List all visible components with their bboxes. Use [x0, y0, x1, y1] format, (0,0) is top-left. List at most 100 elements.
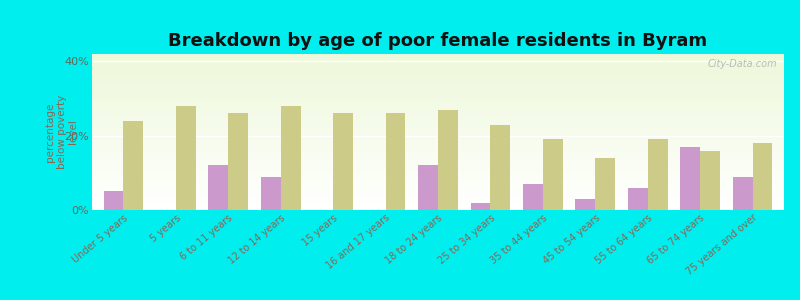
- Bar: [92, 153, 784, 155]
- Bar: [92, 56, 784, 58]
- Bar: [700, 151, 720, 210]
- Bar: [92, 146, 784, 148]
- Bar: [92, 58, 784, 60]
- Bar: [92, 114, 784, 116]
- Bar: [92, 159, 784, 161]
- Bar: [92, 83, 784, 85]
- Bar: [92, 79, 784, 81]
- Bar: [753, 143, 773, 210]
- Bar: [733, 177, 753, 210]
- Bar: [92, 150, 784, 152]
- Bar: [438, 110, 458, 210]
- Bar: [92, 111, 784, 112]
- Bar: [92, 190, 784, 193]
- Bar: [92, 85, 784, 87]
- Bar: [92, 194, 784, 196]
- Bar: [92, 198, 784, 200]
- Bar: [92, 128, 784, 130]
- Bar: [92, 101, 784, 103]
- Bar: [92, 206, 784, 208]
- Bar: [92, 130, 784, 132]
- Bar: [92, 106, 784, 109]
- Bar: [92, 71, 784, 74]
- Y-axis label: percentage
below poverty
level: percentage below poverty level: [45, 95, 78, 169]
- Bar: [92, 105, 784, 106]
- Bar: [92, 167, 784, 169]
- Bar: [92, 75, 784, 77]
- Bar: [92, 163, 784, 165]
- Bar: [333, 113, 353, 210]
- Bar: [92, 183, 784, 184]
- Bar: [92, 124, 784, 126]
- Bar: [92, 193, 784, 194]
- Bar: [490, 124, 510, 210]
- Bar: [92, 179, 784, 181]
- Bar: [92, 196, 784, 198]
- Bar: [92, 136, 784, 138]
- Bar: [103, 191, 123, 210]
- Bar: [123, 121, 143, 210]
- Bar: [92, 165, 784, 167]
- Bar: [92, 126, 784, 128]
- Bar: [92, 103, 784, 105]
- Bar: [92, 161, 784, 163]
- Bar: [92, 189, 784, 190]
- Bar: [92, 87, 784, 89]
- Bar: [680, 147, 700, 210]
- Bar: [92, 122, 784, 124]
- Bar: [92, 175, 784, 177]
- Bar: [92, 109, 784, 110]
- Bar: [92, 62, 784, 64]
- Bar: [92, 112, 784, 114]
- Bar: [628, 188, 648, 210]
- Bar: [92, 60, 784, 62]
- Bar: [92, 118, 784, 120]
- Bar: [92, 91, 784, 93]
- Bar: [92, 120, 784, 122]
- Bar: [575, 199, 595, 210]
- Bar: [92, 64, 784, 66]
- Bar: [92, 116, 784, 118]
- Bar: [92, 68, 784, 70]
- Bar: [92, 142, 784, 144]
- Bar: [92, 95, 784, 97]
- Bar: [281, 106, 301, 210]
- Bar: [92, 152, 784, 153]
- Bar: [386, 113, 406, 210]
- Bar: [92, 204, 784, 206]
- Bar: [92, 81, 784, 83]
- Bar: [92, 200, 784, 202]
- Bar: [92, 99, 784, 101]
- Bar: [261, 177, 281, 210]
- Bar: [92, 70, 784, 71]
- Bar: [92, 134, 784, 136]
- Bar: [92, 184, 784, 187]
- Bar: [523, 184, 543, 210]
- Bar: [418, 165, 438, 210]
- Bar: [92, 208, 784, 210]
- Bar: [92, 89, 784, 91]
- Bar: [543, 140, 562, 210]
- Title: Breakdown by age of poor female residents in Byram: Breakdown by age of poor female resident…: [169, 32, 707, 50]
- Bar: [648, 140, 668, 210]
- Bar: [92, 144, 784, 146]
- Bar: [92, 157, 784, 159]
- Bar: [92, 169, 784, 171]
- Bar: [92, 181, 784, 183]
- Bar: [92, 77, 784, 79]
- Bar: [92, 74, 784, 75]
- Bar: [92, 173, 784, 175]
- Bar: [228, 113, 248, 210]
- Bar: [92, 171, 784, 173]
- Bar: [92, 66, 784, 68]
- Bar: [92, 97, 784, 99]
- Bar: [92, 155, 784, 157]
- Bar: [92, 177, 784, 179]
- Bar: [92, 132, 784, 134]
- Bar: [92, 54, 784, 56]
- Bar: [92, 187, 784, 188]
- Bar: [470, 202, 490, 210]
- Bar: [595, 158, 615, 210]
- Bar: [92, 202, 784, 204]
- Bar: [92, 93, 784, 95]
